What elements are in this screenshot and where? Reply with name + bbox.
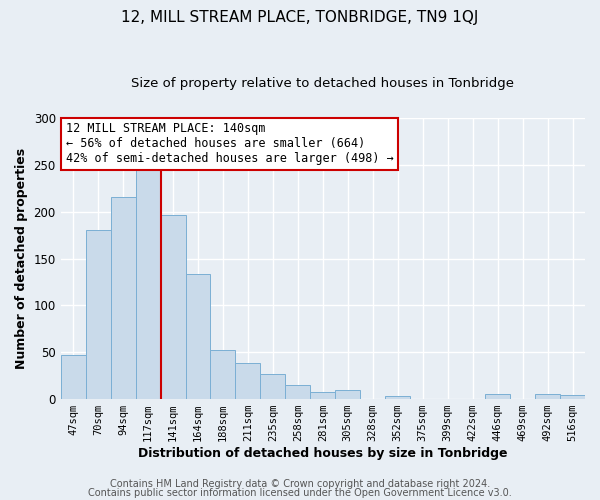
Bar	[110, 196, 136, 399]
Text: 12, MILL STREAM PLACE, TONBRIDGE, TN9 1QJ: 12, MILL STREAM PLACE, TONBRIDGE, TN9 1Q…	[121, 10, 479, 25]
X-axis label: Distribution of detached houses by size in Tonbridge: Distribution of detached houses by size …	[138, 447, 508, 460]
Bar	[310, 392, 335, 399]
Bar	[560, 396, 585, 399]
Bar	[485, 394, 510, 399]
Title: Size of property relative to detached houses in Tonbridge: Size of property relative to detached ho…	[131, 78, 514, 90]
Bar	[535, 394, 560, 399]
Bar	[335, 390, 360, 399]
Text: Contains public sector information licensed under the Open Government Licence v3: Contains public sector information licen…	[88, 488, 512, 498]
Bar	[286, 385, 310, 399]
Text: Contains HM Land Registry data © Crown copyright and database right 2024.: Contains HM Land Registry data © Crown c…	[110, 479, 490, 489]
Bar	[211, 350, 235, 399]
Bar	[86, 230, 110, 399]
Text: 12 MILL STREAM PLACE: 140sqm
← 56% of detached houses are smaller (664)
42% of s: 12 MILL STREAM PLACE: 140sqm ← 56% of de…	[66, 122, 394, 166]
Bar	[136, 165, 161, 399]
Bar	[61, 355, 86, 399]
Bar	[235, 364, 260, 399]
Bar	[185, 274, 211, 399]
Bar	[260, 374, 286, 399]
Bar	[385, 396, 410, 399]
Y-axis label: Number of detached properties: Number of detached properties	[15, 148, 28, 369]
Bar	[161, 216, 185, 399]
